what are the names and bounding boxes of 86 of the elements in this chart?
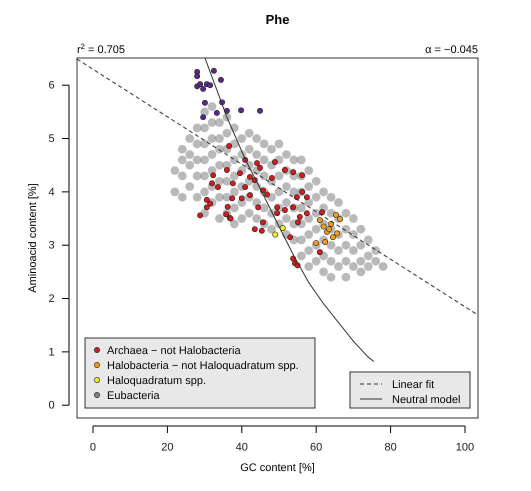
point	[290, 169, 296, 176]
point	[242, 184, 248, 190]
x-tick-label: 100	[456, 441, 474, 454]
point	[268, 175, 275, 181]
point	[229, 195, 236, 202]
y-tick-label: 6	[48, 80, 55, 92]
point	[257, 164, 263, 171]
point	[210, 68, 217, 74]
point	[257, 108, 263, 114]
x-tick-label: 20	[161, 441, 174, 454]
legend-label: Haloquadratum spp.	[107, 375, 206, 387]
point	[316, 249, 323, 256]
point	[272, 159, 278, 165]
y-tick-label: 4	[48, 186, 55, 198]
text: α = −0.045	[425, 44, 478, 56]
x-tick-label: 0	[90, 441, 96, 454]
point	[215, 184, 221, 190]
point	[304, 210, 310, 216]
point	[254, 160, 260, 166]
point	[332, 212, 339, 218]
point	[272, 232, 278, 238]
point	[214, 110, 220, 116]
point	[274, 210, 280, 216]
point	[280, 225, 286, 232]
point	[247, 174, 253, 180]
x-tick-label: 60	[310, 441, 322, 454]
point	[304, 194, 310, 200]
legend-label: Archaea − not Halobacteria	[107, 345, 242, 357]
point	[223, 211, 230, 218]
point	[282, 167, 288, 173]
point	[224, 204, 231, 210]
point	[337, 216, 343, 222]
point	[218, 76, 224, 83]
y-tick-label: 2	[48, 293, 55, 306]
point	[258, 228, 265, 234]
point	[252, 226, 258, 232]
point	[207, 82, 214, 88]
legend-label: Halobacteria − not Haloquadratum spp.	[107, 360, 299, 372]
point	[287, 234, 294, 240]
point	[264, 192, 270, 198]
point	[255, 204, 262, 210]
point	[299, 188, 305, 195]
chart-title: Phe	[266, 12, 290, 27]
point	[316, 217, 323, 224]
point	[334, 230, 340, 236]
point	[197, 212, 204, 218]
y-tick-label: 3	[48, 240, 55, 252]
point	[224, 167, 230, 173]
point	[299, 172, 305, 178]
x-axis-title: GC content [%]	[240, 462, 315, 474]
point	[194, 73, 200, 80]
legend-label: Linear fit	[392, 379, 434, 391]
point	[238, 107, 244, 114]
point	[204, 196, 210, 203]
point	[320, 224, 327, 230]
point	[295, 219, 301, 226]
point	[296, 214, 303, 220]
x-tick-label: 80	[384, 441, 397, 454]
point	[230, 180, 236, 186]
point	[204, 204, 210, 210]
point	[319, 209, 326, 216]
point	[238, 195, 245, 202]
x-tick-label: 40	[236, 441, 248, 454]
point	[200, 86, 206, 92]
point	[274, 204, 280, 210]
y-tick-label: 1	[48, 346, 55, 358]
text: r$^{2}$ = 0.705	[77, 42, 126, 56]
legend-label: Neutral model	[392, 394, 460, 406]
point	[247, 192, 253, 198]
point	[236, 170, 243, 176]
y-axis-title: Aminoacid content [%]	[27, 183, 39, 293]
point	[200, 114, 206, 120]
point	[202, 100, 208, 106]
y-tick-label: 0	[48, 400, 55, 412]
point	[326, 226, 332, 232]
point	[209, 180, 215, 186]
point	[226, 143, 232, 149]
point	[197, 81, 204, 88]
point	[313, 240, 320, 246]
point	[210, 172, 216, 178]
point	[330, 234, 336, 240]
y-tick-label: 5	[48, 133, 55, 146]
point	[282, 207, 288, 213]
point	[260, 219, 266, 226]
legend-label: Eubacteria	[107, 390, 160, 402]
point	[322, 239, 328, 245]
